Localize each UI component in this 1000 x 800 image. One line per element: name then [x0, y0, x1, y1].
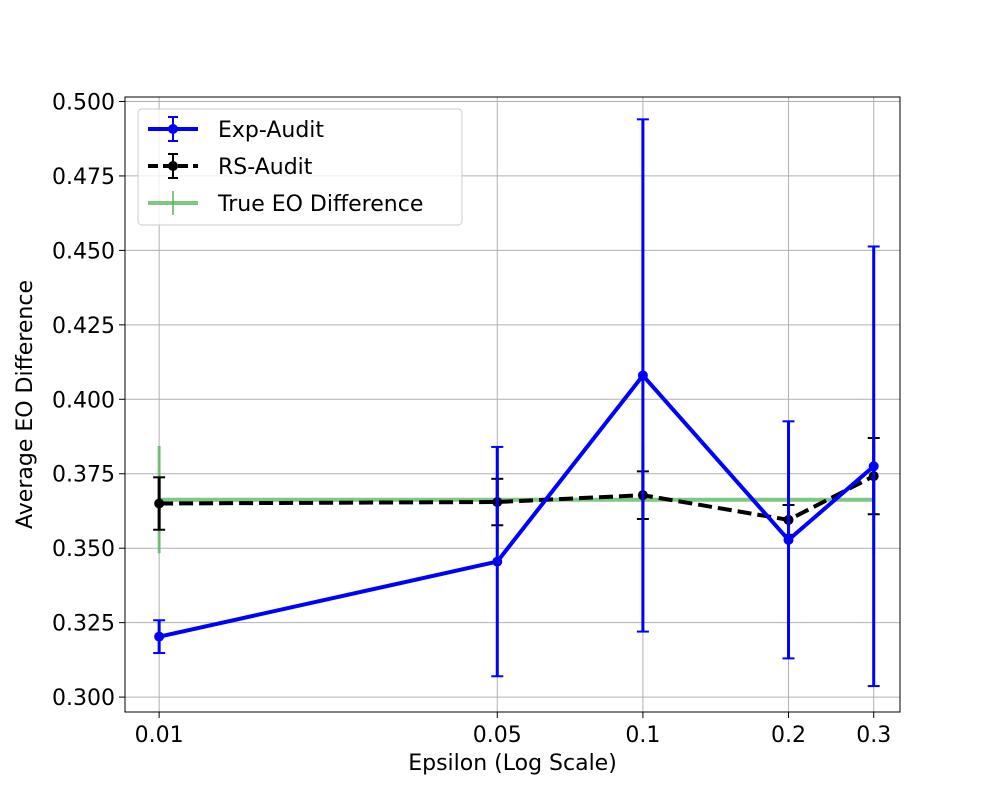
y-tick-label: 0.475 [52, 165, 115, 190]
axis-ticks: 0.01 0.05 0.1 0.2 0.3 0.300 0.325 0.350 0.375 0.4… [52, 90, 891, 748]
y-tick-label: 0.325 [52, 612, 115, 637]
legend-box [137, 108, 463, 226]
legend-entry-rs-audit: RS-Audit [148, 153, 313, 180]
data-point [154, 631, 165, 642]
y-tick-label: 0.400 [52, 388, 115, 413]
y-tick-label: 0.350 [52, 537, 115, 562]
data-point [154, 498, 165, 509]
legend-marker [168, 161, 178, 171]
x-axis-label: Epsilon (Log Scale) [408, 751, 617, 776]
legend-label: True EO Difference [217, 192, 423, 217]
y-tick-label: 0.500 [52, 90, 115, 115]
plot-area [124, 96, 901, 713]
data-point [783, 534, 794, 545]
y-tick-label: 0.425 [52, 314, 115, 339]
series-layer [153, 118, 880, 688]
series-exp-audit [153, 118, 880, 688]
legend-marker [168, 124, 178, 134]
legend-label: Exp-Audit [218, 118, 324, 143]
x-tick-label: 0.1 [625, 723, 660, 748]
y-tick-label: 0.375 [52, 463, 115, 488]
y-tick-label: 0.300 [52, 686, 115, 711]
legend: Exp-Audit RS-Audit True EO Difference [137, 108, 463, 226]
x-tick-label: 0.05 [473, 723, 522, 748]
y-axis-label: Average EO Difference [13, 280, 38, 529]
data-point [637, 370, 648, 381]
data-point [492, 556, 503, 567]
legend-entry-true-eo-difference: True EO Difference [148, 191, 423, 217]
x-tick-label: 0.01 [135, 723, 184, 748]
data-point [868, 461, 879, 472]
x-tick-label: 0.3 [856, 723, 891, 748]
legend-label: RS-Audit [218, 155, 313, 180]
x-tick-label: 0.2 [771, 723, 806, 748]
y-tick-label: 0.450 [52, 239, 115, 264]
legend-entry-exp-audit: Exp-Audit [148, 116, 324, 143]
